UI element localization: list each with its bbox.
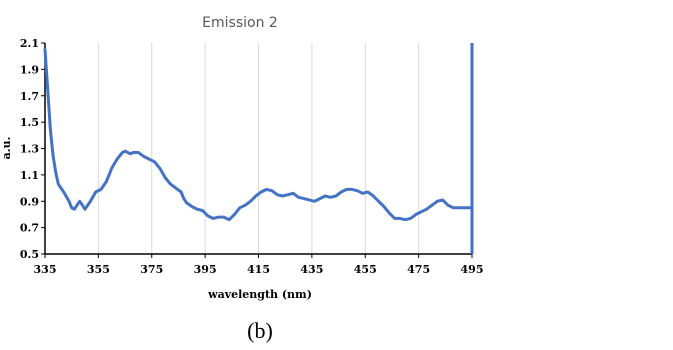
x-axis-ticks: 335 355 375 395 415 435 455 475 495: [34, 254, 484, 276]
y-tick-label: 1.3: [20, 143, 39, 156]
y-axis-label: a.u.: [0, 137, 13, 160]
y-tick-label: 1.7: [20, 90, 39, 103]
x-tick-label: 435: [300, 263, 323, 276]
y-tick-label: 0.9: [20, 195, 39, 208]
x-tick-label: 475: [407, 263, 430, 276]
x-tick-label: 455: [354, 263, 377, 276]
y-tick-label: 0.5: [20, 248, 39, 261]
x-tick-label: 375: [140, 263, 163, 276]
x-axis-label: wavelength (nm): [207, 288, 312, 301]
x-tick-label: 355: [87, 263, 110, 276]
axes: [44, 43, 474, 255]
figure-caption: (b): [247, 318, 273, 343]
chart-title: Emission 2: [202, 15, 278, 31]
vertical-gridlines: [44, 43, 473, 254]
y-tick-label: 1.1: [20, 169, 39, 182]
x-tick-label: 495: [461, 263, 484, 276]
y-tick-label: 0.7: [20, 222, 39, 235]
x-tick-label: 415: [247, 263, 270, 276]
y-tick-label: 2.1: [20, 37, 39, 50]
x-tick-label: 335: [34, 263, 57, 276]
series-line: [43, 48, 474, 222]
y-tick-label: 1.5: [20, 116, 39, 129]
y-axis-ticks: 0.5 0.7 0.9 1.1 1.3 1.5 1.7 1.9 2.1: [20, 37, 45, 261]
y-tick-label: 1.9: [20, 63, 39, 76]
x-tick-label: 395: [194, 263, 217, 276]
